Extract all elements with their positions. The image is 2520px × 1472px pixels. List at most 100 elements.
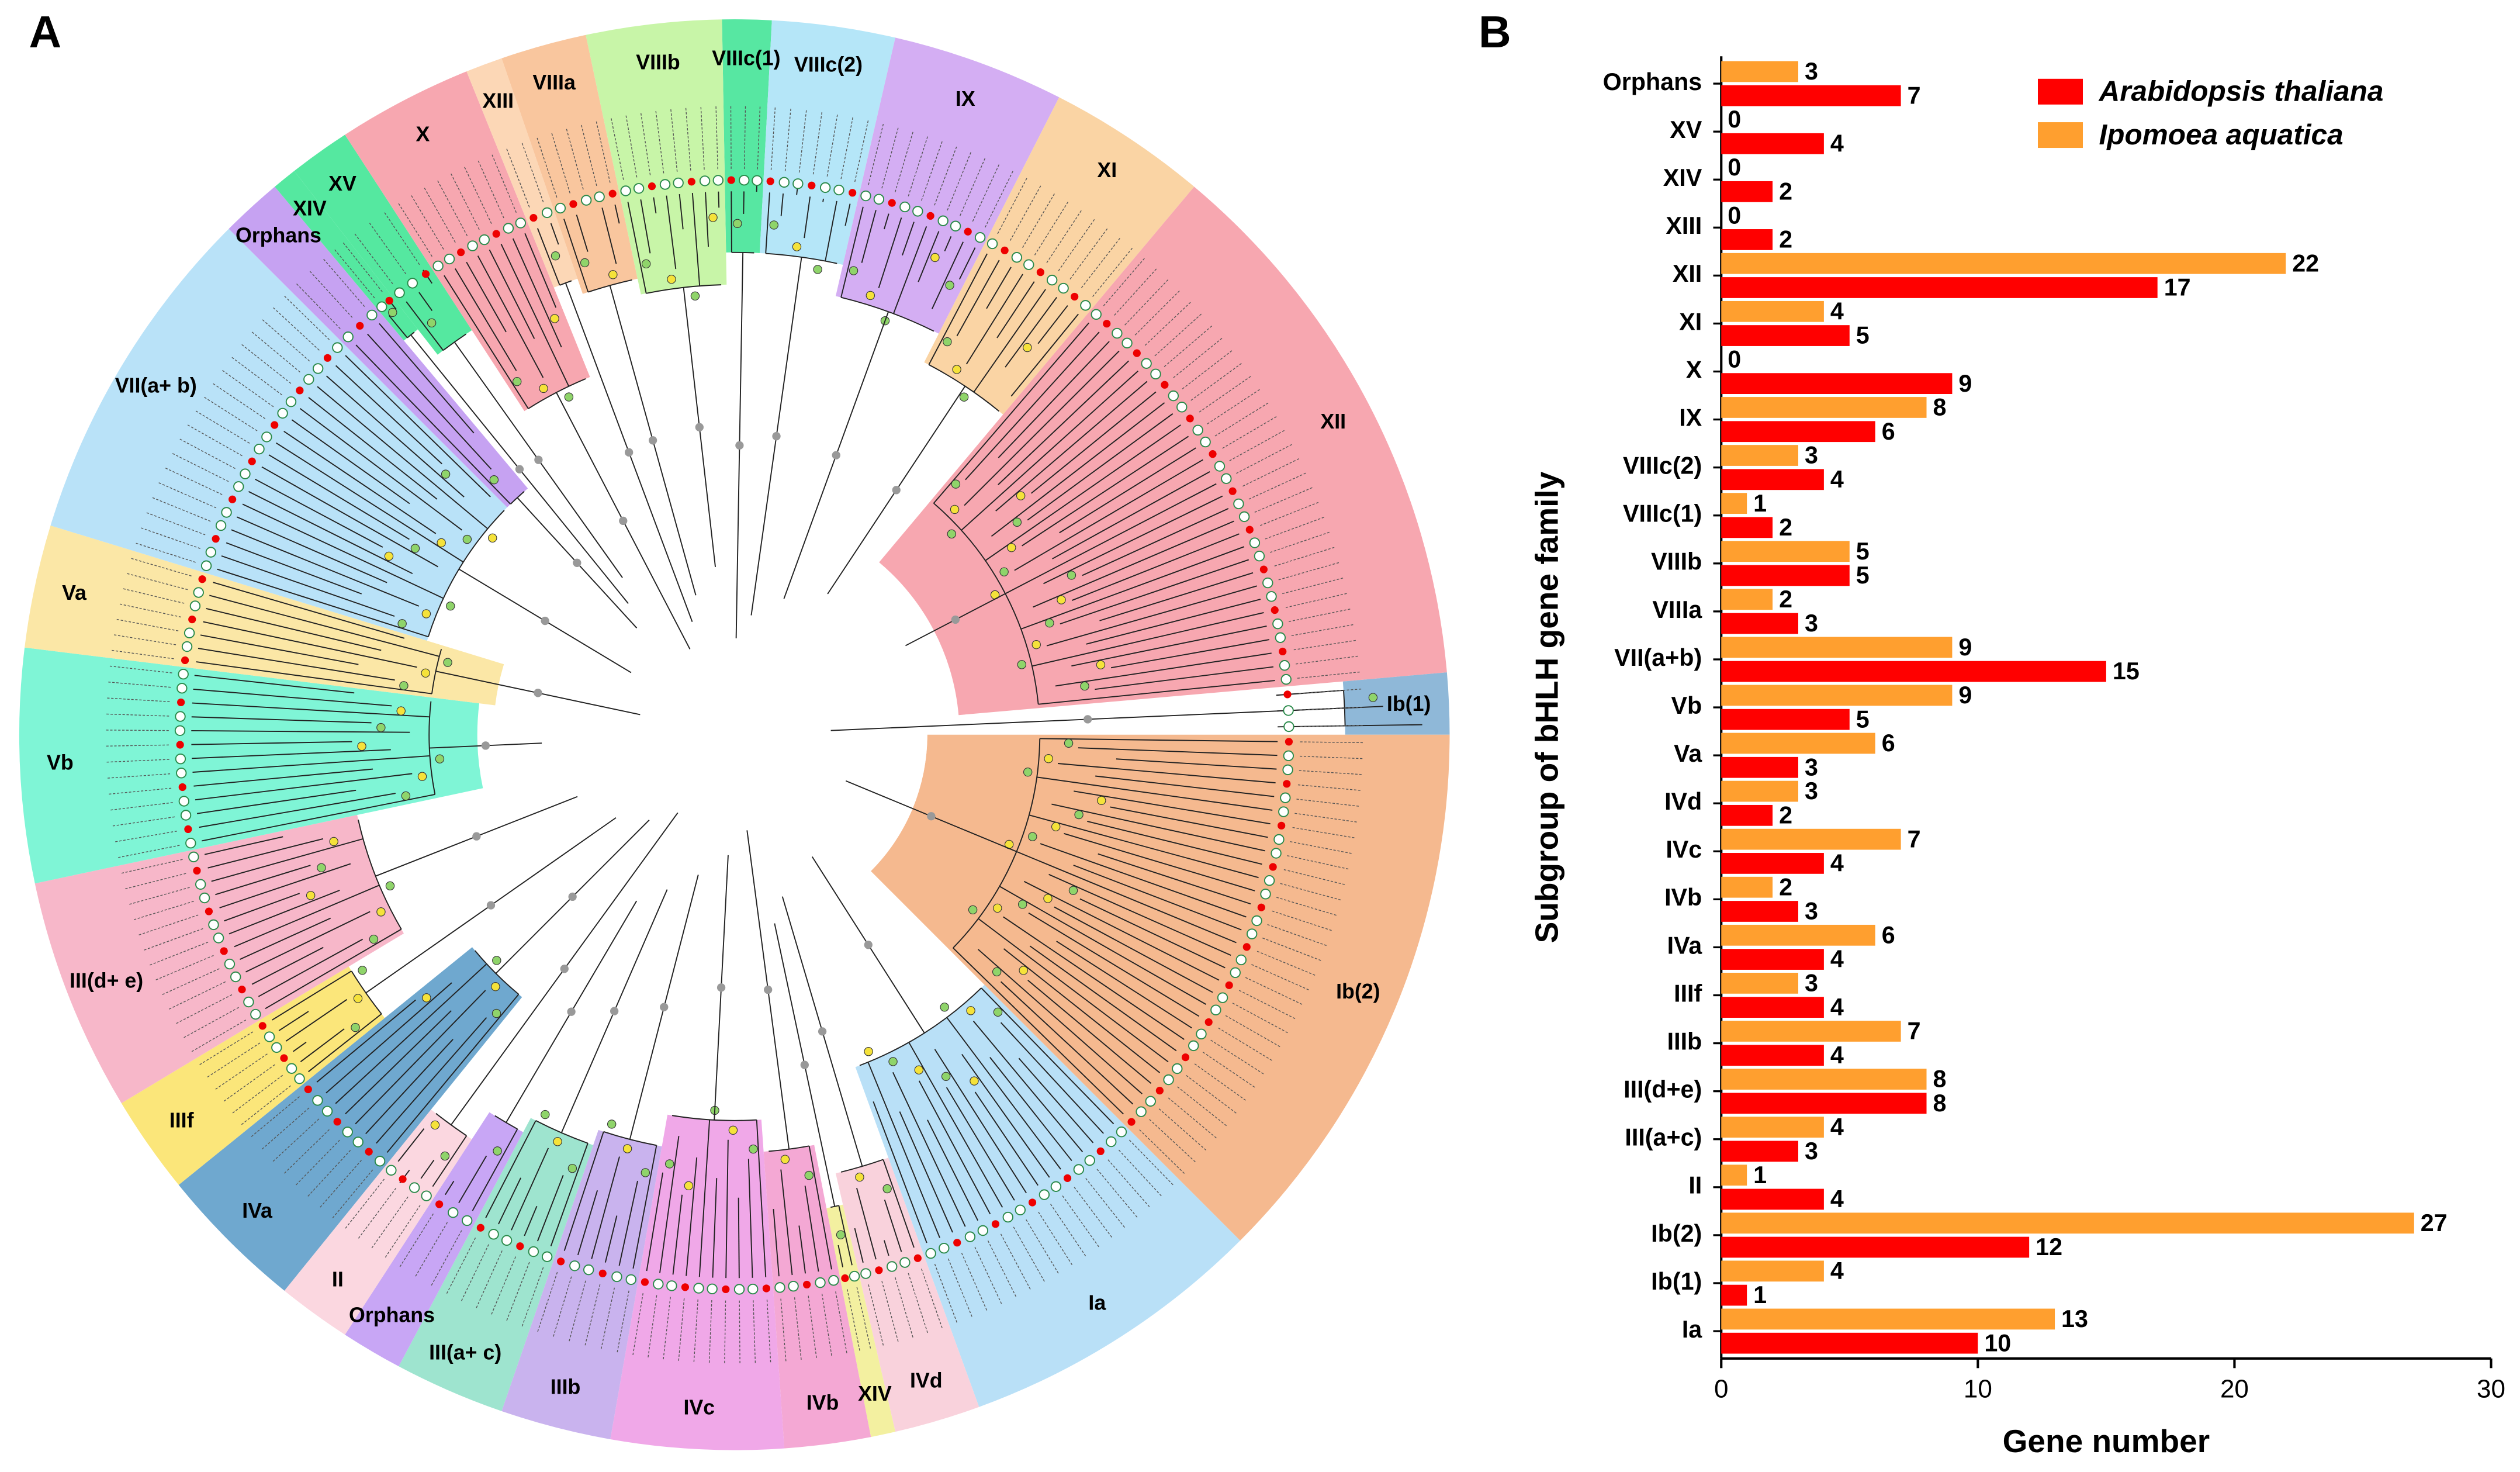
leaf-marker [193,587,204,598]
branch [854,1228,864,1263]
leaf-label-line [1297,671,1362,679]
leaf-marker [1279,647,1287,656]
node-marker [735,441,744,450]
clade-sector [345,1112,524,1367]
leaf-label-line [724,1300,726,1365]
leaf-marker [849,1270,860,1282]
leaf-label-line [1269,531,1331,553]
branch [766,253,837,264]
branch [1023,880,1220,981]
y-tick-label: IVd [1664,788,1702,815]
leaf-label-line [960,156,986,216]
leaf-marker [1230,967,1241,979]
node-marker [648,436,657,445]
node-marker [728,1125,738,1135]
leaf-marker [1279,660,1290,671]
branch [500,243,570,387]
leaf-marker [1246,928,1258,939]
branch [224,893,300,922]
leaf-label-line [436,179,468,236]
leaf-marker [177,698,185,707]
leaf-label-line [536,1271,558,1333]
leaf-label-line [655,109,664,174]
leaf-marker [1214,461,1226,472]
leaf-marker [205,547,217,558]
branch [511,1148,549,1231]
leaf-label-line [1289,608,1352,622]
leaf-marker [541,1251,553,1262]
clade-sector [501,1129,662,1439]
leaf-label-line [1254,486,1314,513]
value-label: 13 [2061,1305,2088,1332]
leaf-label-line [1218,1027,1274,1062]
leaf-label-line [985,170,1014,228]
leaf-marker [200,560,212,571]
branch [335,365,442,465]
branch [856,1187,877,1260]
branch [278,1011,309,1031]
clade-sector [19,647,483,884]
branch [978,918,1169,1063]
leaf-label-line [1282,577,1345,595]
leaf-label-line [190,1020,247,1053]
bar [1721,1188,1824,1210]
node-marker [1064,738,1074,748]
node-marker [849,266,859,275]
branch [272,970,352,1021]
leaf-label-line [222,1064,275,1103]
leaf-marker [448,1207,459,1218]
leaf-marker [1150,368,1161,380]
node-marker [608,270,618,279]
leaf-marker [238,986,246,994]
leaf-marker [224,958,236,970]
leaf-marker [376,301,387,312]
branch [840,296,934,332]
branch [498,1177,522,1225]
clade-sector [345,71,590,412]
branch [840,206,864,298]
leaf-label-line [423,186,456,243]
y-tick-label: VIIIc(1) [1623,500,1702,527]
branch [472,1128,518,1211]
leaf-marker [912,206,923,217]
leaf-marker [608,189,617,198]
branch [1040,843,1247,918]
leaf-marker [925,1248,936,1259]
branch [226,542,362,595]
leaf-marker [221,507,232,518]
leaf-marker [886,1261,898,1272]
leaf-marker [1271,606,1279,614]
leaf-label-line [881,126,899,189]
branch [747,1159,753,1278]
leaf-label-line [1034,200,1069,255]
leaf-label-line [617,1290,629,1354]
clade-label: VIIIb [636,51,680,74]
value-label: 1 [1753,1162,1767,1188]
leaf-marker [1192,424,1203,436]
node-marker [1084,715,1092,724]
branch [1055,652,1272,687]
leaf-marker [873,193,885,205]
node-marker [1368,693,1378,702]
node-marker [534,689,542,697]
branch [1016,851,1237,944]
branch [601,208,617,264]
branch [964,350,1120,506]
leaf-marker [180,810,192,821]
node-marker [443,658,452,667]
leaf-label-line [368,221,407,275]
node-marker [422,993,431,1003]
branch [646,284,722,294]
bar [1721,661,2106,682]
branch [946,1017,1061,1170]
leaf-marker [1106,1136,1117,1148]
leaf-label-line [881,1281,899,1343]
branch [804,196,811,239]
branch [1038,680,1275,705]
value-label: 5 [1856,706,1870,732]
clade-sector [466,58,578,288]
branch [204,836,283,855]
bar [1721,253,2286,274]
branch [946,1087,1015,1201]
leaf-marker [569,200,577,208]
